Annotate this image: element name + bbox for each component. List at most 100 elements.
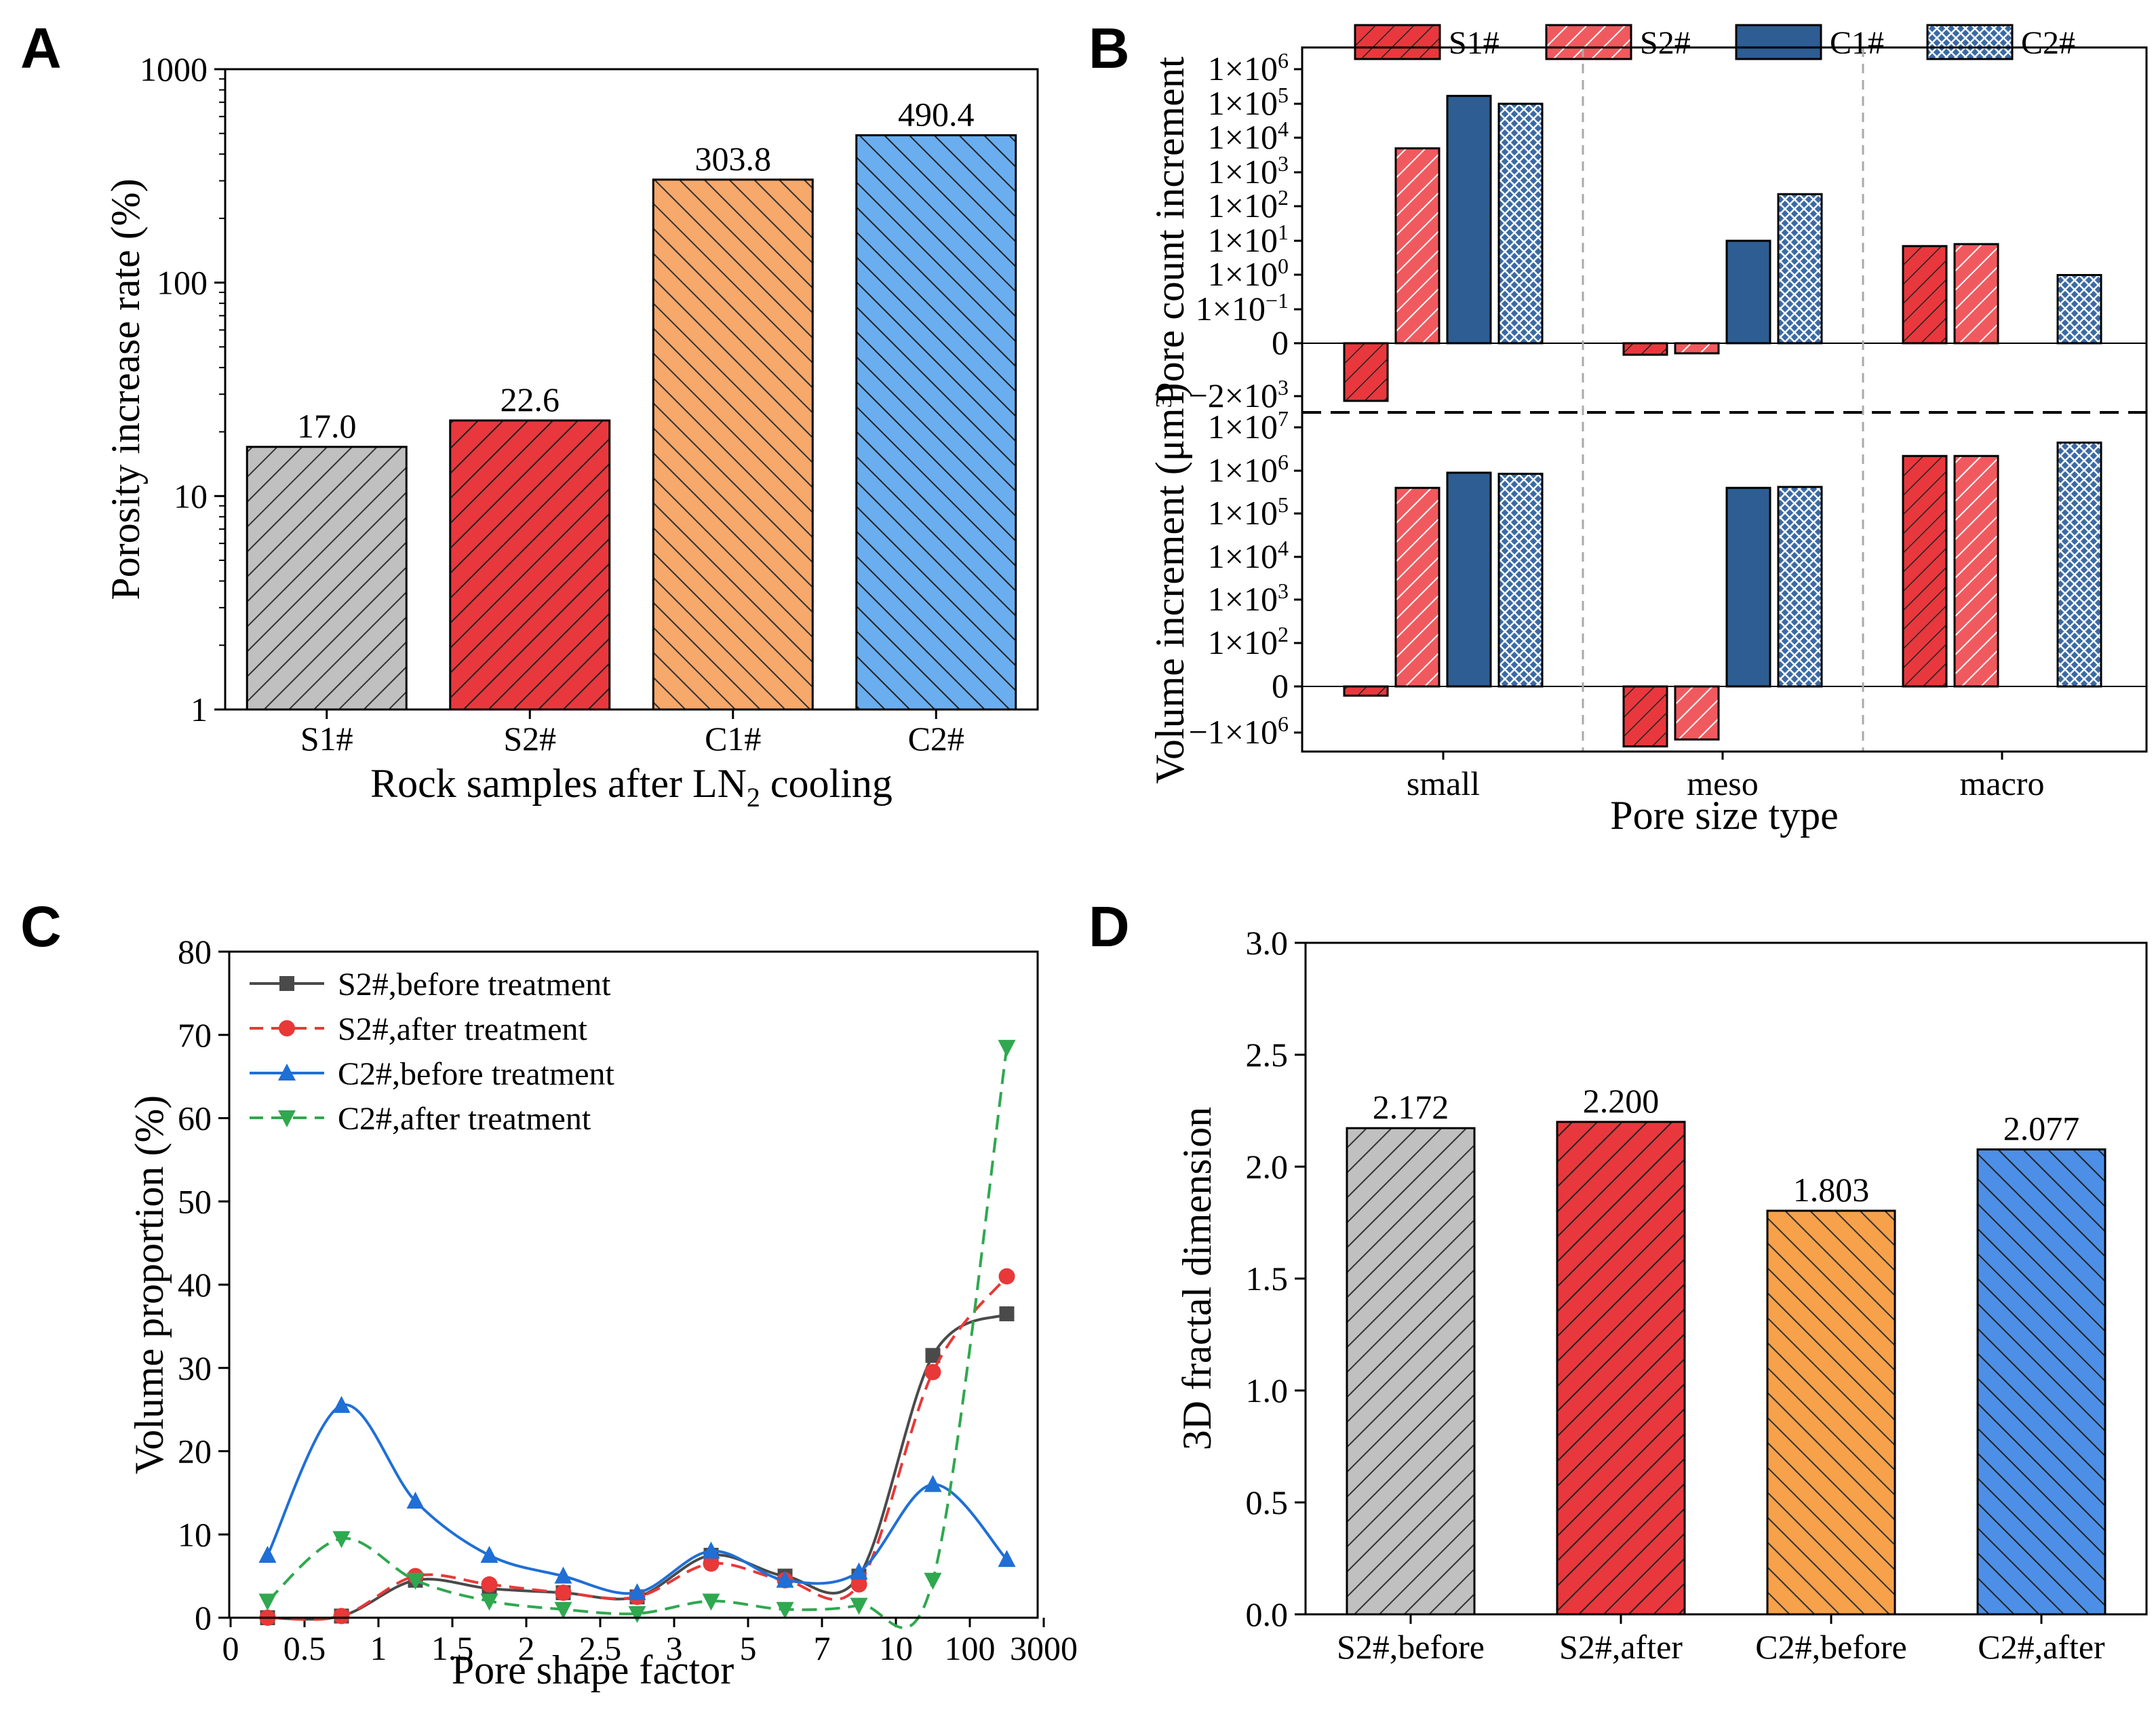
series-3 (258, 1040, 1016, 1629)
count-bar-small-s1 (1343, 342, 1389, 402)
data-point (332, 1395, 351, 1413)
y-tick-label-top: 1×106 (1208, 48, 1289, 87)
data-point (333, 1608, 350, 1625)
data-point (998, 1040, 1016, 1057)
y-tick-label-bottom: 0 (1272, 667, 1289, 705)
y-axis-title: Porosity increase rate (%) (103, 178, 148, 600)
y-tick-label: 2.0 (1246, 1148, 1289, 1186)
value-label: 2.172 (1373, 1088, 1449, 1126)
data-point (850, 1562, 868, 1580)
data-point (258, 1593, 277, 1611)
bar-s2-before (1346, 1127, 1476, 1616)
legend-label: S2#,after treatment (338, 1011, 588, 1047)
legend-swatch-s1 (1354, 24, 1441, 60)
series-line (267, 1047, 1008, 1629)
x-tick-label: 2.5 (579, 1629, 622, 1667)
x-tick-label: 3000 (1010, 1629, 1078, 1667)
count-bar-meso-s1 (1622, 342, 1668, 356)
y-tick-label: 50 (178, 1182, 212, 1220)
volume-bar-meso-c1 (1725, 486, 1771, 688)
volume-bar-macro-c2 (2056, 442, 2102, 688)
x-tick-label: 1 (370, 1629, 387, 1667)
legend-label: C2# (2021, 25, 2075, 61)
bar-s1 (246, 446, 408, 711)
x-axis-title: Pore shape factor (452, 1648, 734, 1692)
count-bar-meso-s2 (1674, 342, 1720, 355)
plot-frame (1304, 941, 2148, 1616)
y-tick-label: 0 (195, 1599, 212, 1637)
y-tick-label-top: 0 (1272, 324, 1289, 362)
legend-label: C1# (1830, 25, 1884, 61)
data-point (924, 1572, 942, 1590)
chart-a-porosity-increase: 17.0 S1# 22.6 S2# 303.8 C1# 490.4 C2# 1 10 100 1000… (103, 50, 1039, 813)
count-bar-small-c1 (1446, 94, 1492, 345)
y-tick-label: 1.5 (1246, 1260, 1289, 1298)
x-tick-label: 0 (222, 1629, 239, 1667)
x-tick-label: 2 (518, 1629, 535, 1667)
volume-bar-meso-c2 (1777, 486, 1823, 688)
y-tick-label-top: 1×102 (1208, 185, 1289, 225)
x-tick-label: 7 (814, 1629, 831, 1667)
data-point (850, 1576, 867, 1593)
chart-d-fractal-dimension: 2.172 S2#,before 2.200 S2#,after 1.803 C2#,be… (1175, 924, 2148, 1666)
data-point (258, 1545, 277, 1563)
data-point (998, 1550, 1016, 1568)
y-tick-label: 0.5 (1246, 1483, 1289, 1521)
plot-frame (228, 950, 1039, 1619)
count-bar-small-c2 (1497, 102, 1544, 345)
y-tick-label: 60 (178, 1100, 212, 1137)
x-tick-label: 10 (879, 1629, 913, 1667)
y-tick-label-bottom: −1×106 (1189, 712, 1289, 751)
x-tick-label: C2#,after (1978, 1628, 2105, 1666)
volume-bar-meso-s1 (1622, 685, 1668, 747)
count-bar-meso-c1 (1725, 239, 1771, 345)
series-line (267, 1275, 1008, 1621)
series-line (266, 1403, 1008, 1595)
bar-s2-after (1556, 1121, 1686, 1616)
count-bar-macro-c2 (2056, 274, 2102, 345)
y-tick-label-bottom: 1×102 (1208, 622, 1289, 661)
count-bar-macro-s1 (1902, 245, 1948, 345)
x-axis-title: Pore size type (1610, 793, 1839, 838)
x-tick-label: 5 (740, 1629, 757, 1667)
plot-frame (1301, 46, 2148, 753)
y-tick-label-top: 1×10−1 (1196, 288, 1289, 328)
y-tick-label-bottom: 1×104 (1208, 536, 1289, 575)
y-tick-label-bottom: 1×107 (1208, 406, 1289, 446)
legend-swatch-c1 (1735, 24, 1822, 60)
data-point (924, 1363, 941, 1380)
series-line (267, 1312, 1008, 1621)
y-tick-label-top: 1×101 (1208, 220, 1289, 259)
y-tick-label: 1 (191, 690, 208, 728)
value-label: 22.6 (501, 381, 560, 419)
bar-c2 (855, 134, 1017, 711)
data-point (406, 1572, 425, 1590)
y-tick-label-bottom: 1×106 (1208, 450, 1289, 489)
data-point (850, 1597, 868, 1615)
data-point (998, 1268, 1015, 1285)
y-tick-label: 40 (178, 1266, 212, 1304)
value-label: 1.803 (1793, 1171, 1870, 1209)
volume-bar-small-s2 (1394, 486, 1440, 688)
chart-c-volume-proportion: 0 10 20 30 40 50 60 70 80 0 0.5 1 1.5 2 2.5 3 5 7 10 100 300… (127, 933, 1078, 1692)
legend-marker (279, 976, 294, 991)
x-tick-label-small: small (1407, 764, 1480, 802)
legend-marker (279, 1020, 295, 1036)
legend-marker (278, 1064, 296, 1081)
x-tick-label: C2# (908, 720, 964, 758)
legend-label: S2# (1640, 25, 1691, 61)
y-tick-label-top: 1×104 (1208, 117, 1289, 156)
panel-letter-A: A (20, 16, 62, 80)
legend-label: S1# (1449, 25, 1500, 61)
y-tick-label: 1.0 (1246, 1371, 1289, 1409)
y-tick-label: 3.0 (1246, 924, 1289, 962)
bar-c2-before (1766, 1209, 1896, 1616)
data-point (703, 1555, 720, 1572)
data-point (776, 1570, 794, 1588)
data-point (406, 1492, 425, 1509)
y-tick-label: 70 (178, 1016, 212, 1054)
data-point (554, 1601, 572, 1619)
x-tick-label: C2#,before (1755, 1628, 1907, 1666)
volume-bar-macro-s1 (1902, 454, 1948, 688)
x-tick-label: S2#,after (1559, 1628, 1683, 1666)
